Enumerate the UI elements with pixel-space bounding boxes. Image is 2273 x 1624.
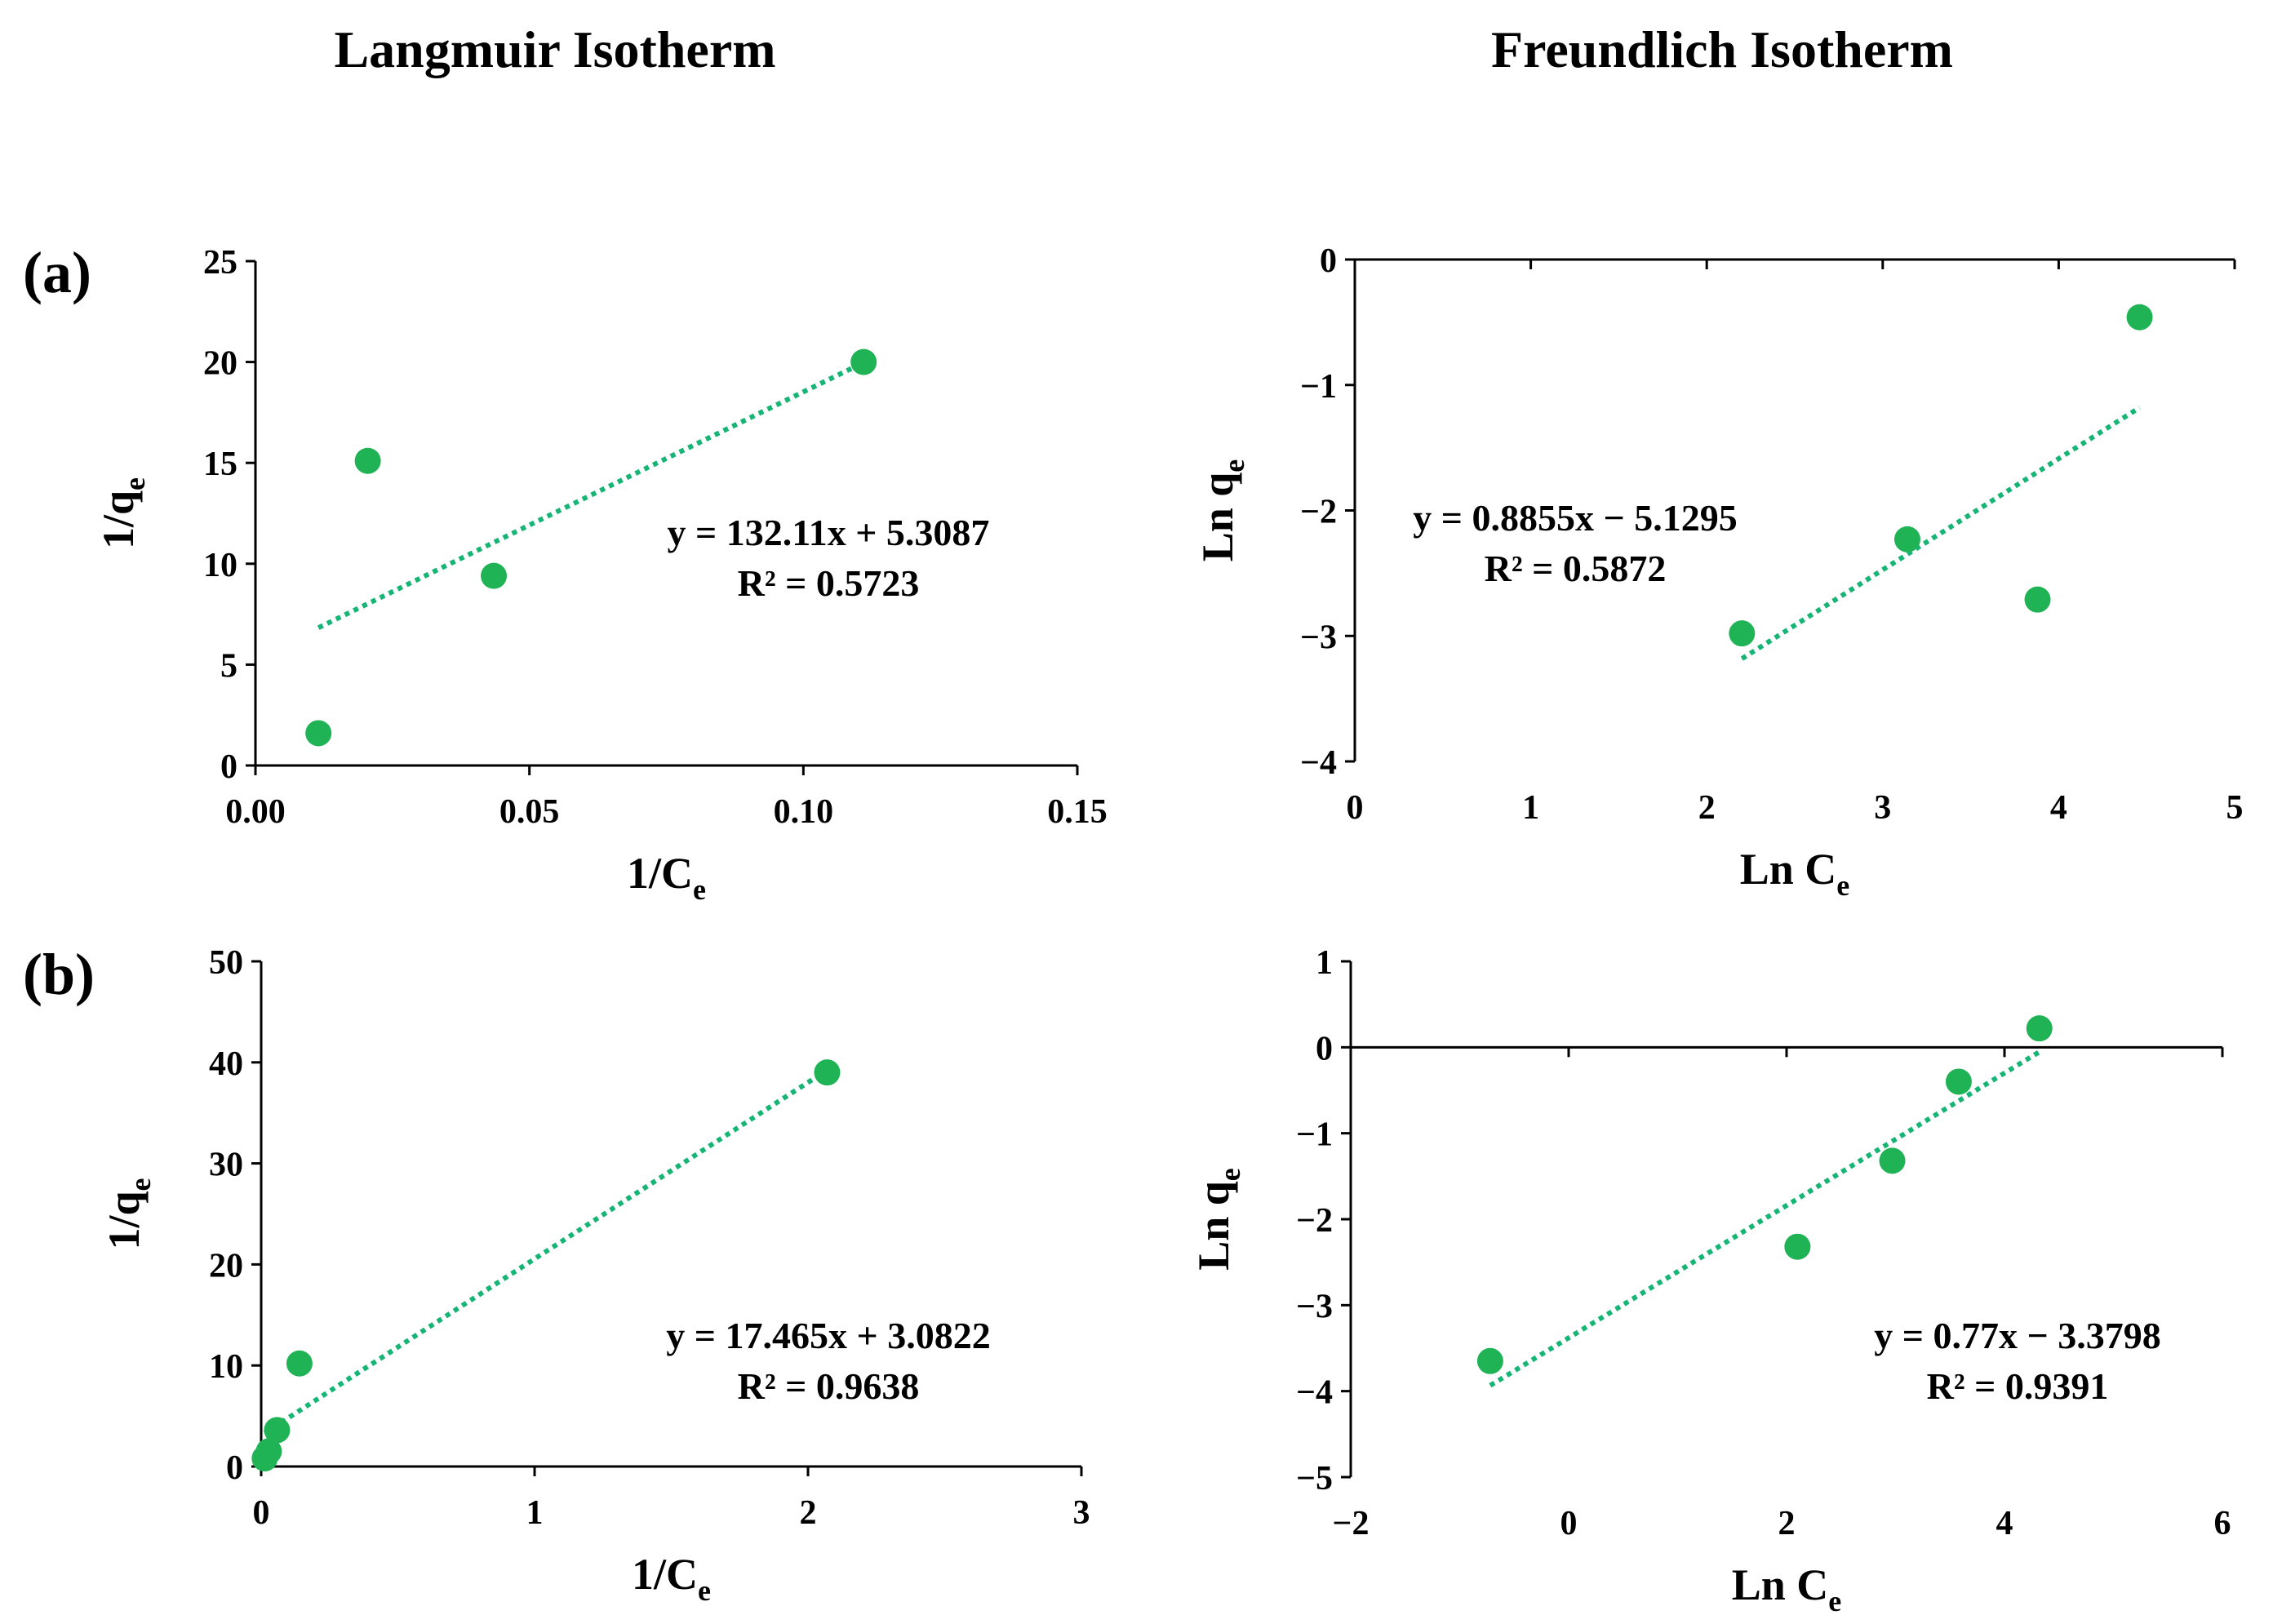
y-tick-label: 25	[203, 244, 238, 282]
chart-a-freundlich: −4 −3 −2 −1 0 0 1 2 3 4 5 Ln Ce Ln qe y = 0.8855x − 5…	[1193, 242, 2244, 902]
y-axis-title: 1/qe	[94, 477, 151, 549]
panel-label-b: (b)	[23, 942, 95, 1007]
x-tick-label: 2	[800, 1494, 817, 1532]
y-tick-label: 1	[1316, 944, 1333, 982]
y-tick-label: 10	[209, 1348, 243, 1386]
y-tick-label: −1	[1300, 368, 1337, 406]
x-tick-label: −2	[1333, 1505, 1370, 1542]
r-squared-label: R² = 0.5723	[738, 562, 920, 604]
y-tick-label: −5	[1296, 1460, 1333, 1498]
data-point	[2024, 586, 2051, 613]
x-tick-label: 0.05	[499, 793, 560, 831]
y-tick-label: 0	[226, 1449, 243, 1487]
panel-label-a: (a)	[23, 240, 91, 305]
trendline	[263, 1067, 829, 1435]
x-axis-title: 1/Ce	[627, 849, 706, 906]
r-squared-label: R² = 0.5872	[1485, 548, 1667, 589]
trendline-equation: y = 132.11x + 5.3087	[668, 512, 990, 553]
y-tick-label: −2	[1300, 494, 1337, 531]
x-tick-label: 5	[2226, 789, 2244, 827]
x-axis-title: Ln Ce	[1732, 1560, 1842, 1617]
y-tick-label: 10	[203, 547, 238, 584]
y-tick-label: −4	[1296, 1374, 1333, 1412]
y-axis-title: Ln qe	[1193, 459, 1250, 562]
trendline-equation: y = 0.8855x − 5.1295	[1413, 497, 1737, 539]
x-tick-label: 0.10	[774, 793, 834, 831]
x-tick-label: 1	[1522, 789, 1539, 827]
y-tick-label: 20	[209, 1247, 243, 1285]
data-point	[1879, 1147, 1906, 1174]
x-axis-title: 1/Ce	[632, 1550, 711, 1607]
r-squared-label: R² = 0.9391	[1927, 1365, 2109, 1407]
x-tick-label: 0	[253, 1494, 270, 1532]
data-point	[1945, 1068, 1972, 1095]
data-point	[305, 720, 332, 747]
x-tick-label: 0	[1560, 1505, 1578, 1542]
y-tick-label: 5	[220, 647, 238, 685]
r-squared-label: R² = 0.9638	[738, 1365, 920, 1407]
data-point	[850, 348, 877, 375]
chart-a-langmuir: 0 5 10 15 20 25 0.00 0.05 0.10 0.15 1/Ce 1/qe y = 13…	[94, 244, 1108, 906]
data-point	[814, 1059, 841, 1086]
x-tick-label: 3	[1874, 789, 1891, 827]
y-tick-label: 40	[209, 1045, 243, 1083]
y-tick-label: −3	[1296, 1288, 1333, 1325]
trendline	[1740, 405, 2142, 661]
y-tick-label: 0	[220, 748, 238, 786]
data-point	[1729, 620, 1756, 647]
y-tick-label: 50	[209, 944, 243, 982]
x-tick-label: 2	[1698, 789, 1716, 827]
data-point	[354, 447, 381, 474]
x-tick-label: 3	[1073, 1494, 1090, 1532]
trendline	[317, 360, 865, 630]
y-tick-label: −2	[1296, 1202, 1333, 1240]
title-langmuir: Langmuir Isotherm	[334, 20, 775, 78]
x-tick-label: 1	[526, 1494, 544, 1532]
x-tick-label: 0.00	[225, 793, 286, 831]
data-point	[2026, 1015, 2053, 1042]
y-tick-label: 0	[1320, 242, 1337, 280]
x-tick-label: 0	[1347, 789, 1364, 827]
y-tick-label: 15	[203, 446, 238, 483]
data-point	[286, 1350, 313, 1377]
data-point	[1784, 1233, 1811, 1260]
x-axis-title: Ln Ce	[1740, 845, 1850, 902]
x-tick-label: 2	[1778, 1505, 1796, 1542]
x-tick-label: 0.15	[1047, 793, 1108, 831]
y-tick-label: 30	[209, 1147, 243, 1184]
x-tick-label: 4	[1996, 1505, 2013, 1542]
chart-b-freundlich: −5 −4 −3 −2 −1 0 1 −2 0 2 4 6 Ln Ce Ln qe y = 0.77x − …	[1189, 944, 2231, 1617]
y-axis-title: 1/qe	[100, 1178, 157, 1249]
data-point	[481, 562, 508, 589]
data-point	[2126, 304, 2153, 331]
data-point	[255, 1438, 282, 1465]
data-point	[264, 1417, 291, 1444]
y-tick-label: −4	[1300, 744, 1337, 782]
trendline-equation: y = 17.465x + 3.0822	[666, 1315, 990, 1356]
y-tick-label: 20	[203, 345, 238, 383]
x-tick-label: 6	[2214, 1505, 2231, 1542]
trendline-equation: y = 0.77x − 3.3798	[1874, 1315, 2160, 1356]
y-axis-title: Ln qe	[1189, 1168, 1246, 1271]
data-point	[1893, 526, 1920, 552]
title-freundlich: Freundlich Isotherm	[1491, 20, 1953, 78]
y-tick-label: −3	[1300, 619, 1337, 656]
chart-b-langmuir: 0 10 20 30 40 50 0 1 2 3 1/Ce 1/qe y = 17.465x + 3.0…	[100, 944, 1090, 1607]
y-tick-label: 0	[1316, 1030, 1333, 1067]
data-point	[1476, 1347, 1503, 1374]
y-tick-label: −1	[1296, 1116, 1333, 1154]
x-tick-label: 4	[2050, 789, 2067, 827]
